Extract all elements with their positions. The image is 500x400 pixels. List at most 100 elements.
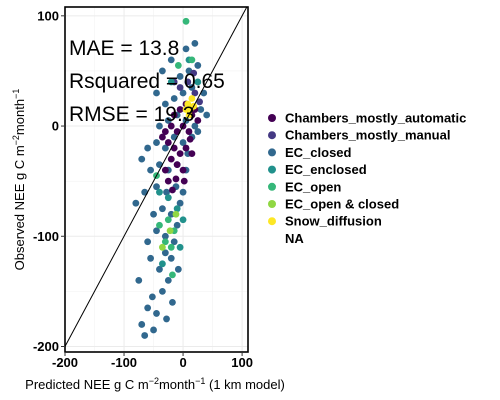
legend-label: Chambers_mostly_automatic	[285, 111, 466, 126]
data-point	[148, 293, 156, 301]
x-tick-label: 0	[179, 355, 186, 370]
data-point	[169, 298, 176, 306]
data-point	[156, 188, 163, 196]
data-point	[159, 260, 166, 268]
data-point	[186, 135, 194, 143]
data-point	[164, 276, 172, 284]
data-point	[191, 89, 199, 97]
data-point	[179, 139, 187, 146]
data-point	[161, 128, 169, 135]
data-point	[138, 155, 146, 163]
data-point	[182, 45, 190, 53]
data-point	[203, 111, 211, 119]
data-point	[176, 243, 184, 251]
legend-key	[268, 165, 276, 174]
data-point	[147, 166, 154, 174]
data-point	[176, 150, 184, 157]
data-point	[164, 216, 172, 224]
data-point	[159, 243, 166, 251]
data-point	[144, 144, 152, 152]
x-tick-label: -100	[111, 355, 137, 370]
data-point	[167, 155, 175, 163]
data-point	[173, 205, 181, 213]
data-point	[167, 122, 175, 130]
data-point	[170, 144, 178, 152]
data-point	[197, 106, 205, 113]
data-point	[191, 122, 199, 130]
data-point	[182, 106, 190, 113]
data-point	[150, 210, 157, 218]
data-point	[194, 78, 202, 86]
y-tick-label: 100	[37, 8, 59, 23]
x-axis-title-tail: (1 km model)	[205, 377, 284, 392]
legend-label: NA	[285, 231, 304, 246]
data-point	[170, 111, 178, 119]
data-point	[161, 100, 169, 108]
data-point	[164, 194, 172, 202]
data-point	[153, 89, 160, 97]
data-point	[156, 265, 163, 273]
data-point	[172, 210, 180, 218]
data-point	[188, 95, 196, 102]
x-tick-label: 100	[231, 355, 253, 370]
data-point	[167, 243, 175, 251]
data-point	[191, 39, 199, 47]
data-point	[167, 56, 175, 64]
data-point	[156, 122, 163, 130]
data-point	[173, 221, 181, 229]
data-point	[179, 188, 187, 196]
data-point	[180, 177, 188, 185]
y-axis-title-mid: month	[12, 99, 27, 135]
data-point	[176, 73, 184, 80]
x-axis-title: Predicted NEE g C m−2month−1 (1 km model…	[25, 376, 285, 392]
y-axis-title-main: Observed NEE g C m	[12, 145, 27, 270]
data-point	[161, 238, 169, 246]
plot-frame	[64, 6, 249, 353]
data-point	[194, 62, 202, 69]
y-tick-label: 0	[52, 119, 59, 134]
data-point	[190, 69, 198, 77]
data-point	[179, 89, 187, 97]
data-point	[166, 227, 174, 235]
mae-text: MAE = 13.8	[69, 37, 179, 60]
data-point	[174, 265, 182, 273]
data-point	[170, 238, 178, 246]
legend-key	[268, 200, 276, 208]
legend-key	[268, 114, 276, 122]
data-point	[185, 128, 193, 135]
data-point	[163, 315, 170, 323]
data-point	[159, 133, 166, 141]
data-point	[194, 117, 202, 124]
legend-label: EC_open & closed	[285, 197, 399, 212]
data-point	[174, 62, 182, 69]
legend-label: EC_open	[285, 179, 341, 194]
x-axis-ticks: -200 -100 0 100	[52, 352, 253, 370]
data-point	[153, 227, 160, 235]
data-points	[132, 17, 211, 339]
x-axis-title-sup2: −1	[195, 376, 205, 386]
data-point	[161, 166, 169, 174]
legend-label: EC_closed	[285, 145, 352, 160]
one-to-one-line	[64, 6, 248, 347]
legend-label: Snow_diffusion	[285, 214, 382, 229]
data-point	[156, 161, 163, 169]
y-axis-ticks: -200 -100 0 100	[33, 8, 65, 354]
x-axis-title-mid: month	[159, 377, 195, 392]
stats-annotation: MAE = 13.8 Rsquared = 0.65 RMSE = 19.3	[69, 37, 225, 126]
data-point	[132, 199, 140, 207]
data-point	[169, 186, 176, 194]
data-point	[141, 188, 149, 196]
data-point	[184, 78, 192, 86]
legend-key	[268, 182, 276, 191]
y-tick-label: -100	[33, 229, 59, 244]
y-axis-title-sup2: −1	[11, 89, 21, 99]
plot-panel	[65, 7, 248, 352]
x-axis-title-sup1: −2	[149, 376, 159, 386]
data-point	[164, 177, 172, 185]
legend: Chambers_mostly_automatic Chambers_mostly…	[268, 111, 466, 246]
data-point	[153, 310, 160, 317]
data-point	[182, 144, 190, 152]
data-point	[167, 78, 175, 86]
data-point	[182, 17, 190, 25]
legend-key	[268, 148, 276, 157]
